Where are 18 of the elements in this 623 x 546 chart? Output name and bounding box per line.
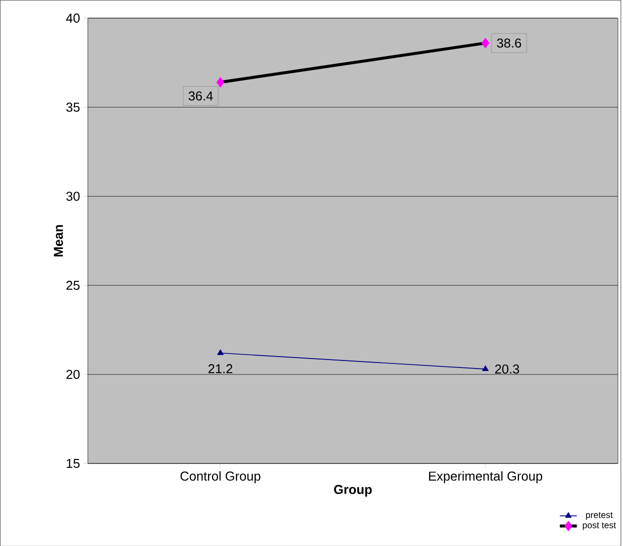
data-label: 21.2 (208, 364, 232, 373)
x-axis-title: Group (334, 484, 372, 496)
data-label: 20.3 (495, 364, 520, 374)
x-tick-label: Experimental Group (429, 471, 542, 484)
y-tick-label: 30 (66, 192, 80, 201)
y-tick-label: 25 (66, 280, 80, 290)
x-tick-label: Control Group (180, 471, 260, 484)
point (216, 76, 224, 88)
legend-label: post test (582, 522, 616, 530)
y-axis-title: Mean (54, 224, 63, 256)
legend-label: pretest (586, 512, 613, 520)
data-label: 36.4 (188, 91, 213, 100)
point (481, 38, 490, 48)
y-tick-label: 35 (66, 102, 80, 112)
y-tick-label: 40 (66, 13, 80, 23)
y-tick-label: 20 (66, 370, 80, 379)
data-label: 38.6 (497, 38, 522, 48)
y-tick-label: 15 (66, 458, 80, 468)
